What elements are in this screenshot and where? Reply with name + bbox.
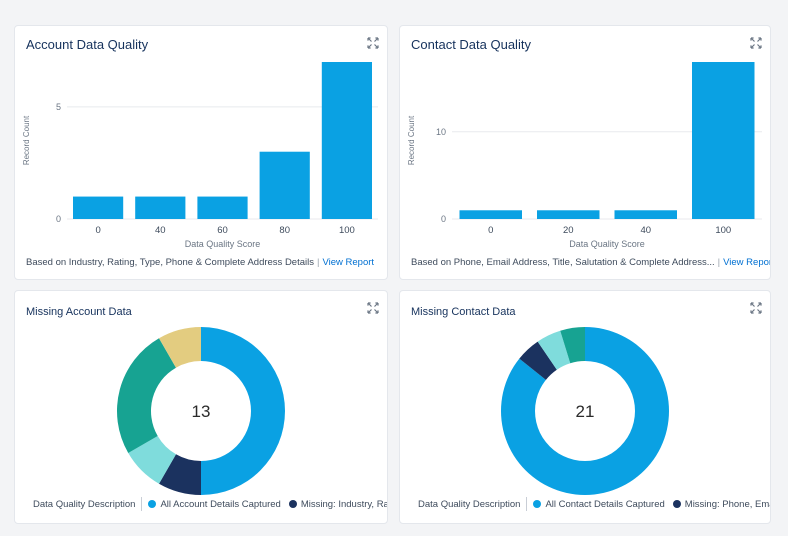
legend-title: Data Quality Description	[418, 498, 521, 510]
footnote-separator: |	[717, 257, 721, 268]
x-axis-label: Data Quality Score	[185, 239, 261, 249]
donut-slice	[201, 327, 285, 495]
legend-item[interactable]: Missing: Industry, Ra	[288, 498, 388, 510]
contact-quality-card: Contact Data Quality 0 10 Record Count 0 20 4…	[399, 25, 771, 280]
x-tick-label: 40	[640, 225, 651, 236]
chart-legend: Data Quality Description All Contact Det…	[418, 497, 771, 511]
y-tick-label: 0	[441, 214, 446, 224]
x-tick-label: 20	[563, 225, 574, 236]
legend-title: Data Quality Description	[33, 498, 136, 510]
bar	[259, 151, 310, 219]
donut-slice	[128, 436, 176, 484]
chart-legend: Data Quality Description All Account Det…	[33, 497, 388, 511]
footnote-separator: |	[316, 257, 320, 268]
expand-icon[interactable]	[750, 37, 762, 49]
card-title: Missing Contact Data	[411, 306, 516, 318]
bar	[73, 196, 124, 219]
expand-icon[interactable]	[750, 302, 762, 314]
legend-label: Missing: Phone, Ema	[684, 498, 771, 510]
card-title: Missing Account Data	[26, 306, 132, 318]
missing-contact-card: Missing Contact Data 21 Data Quality Des…	[399, 290, 771, 524]
donut-slice	[159, 327, 201, 368]
footnote-text: Based on Phone, Email Address, Title, Sa…	[411, 257, 715, 268]
expand-icon[interactable]	[367, 302, 379, 314]
y-axis-label: Record Count	[22, 115, 31, 165]
bar	[197, 196, 248, 219]
footnote-text: Based on Industry, Rating, Type, Phone &…	[26, 257, 314, 268]
missing-contact-donut-chart: 21	[501, 327, 669, 495]
y-tick-label: 5	[56, 102, 61, 112]
x-tick-label: 60	[217, 225, 228, 236]
legend-separator	[526, 497, 528, 511]
contact-quality-bar-chart: 0 10 Record Count 0 20 40 100 Data Quality Scor…	[407, 62, 762, 249]
account-quality-bar-chart: 0 5 Record Count 0 40 60 80 100 Data Quality Sco…	[22, 62, 378, 249]
bar	[135, 196, 186, 219]
legend-item[interactable]: All Account Details Captured	[148, 498, 281, 510]
x-axis-label: Data Quality Score	[569, 239, 645, 249]
view-report-link[interactable]: View Report	[723, 257, 771, 268]
donut-slice	[537, 330, 571, 370]
x-tick-label: 100	[715, 225, 731, 236]
card-title: Account Data Quality	[26, 37, 149, 52]
legend-label: Missing: Industry, Ra	[300, 498, 388, 510]
legend-swatch	[672, 500, 681, 508]
view-report-link[interactable]: View Report	[322, 257, 375, 268]
donut-slice	[159, 454, 201, 495]
x-tick-label: 0	[488, 225, 493, 236]
donut-center-value: 21	[576, 402, 595, 421]
missing-account-donut-chart: 13	[117, 327, 285, 495]
bar	[459, 210, 522, 219]
bar	[692, 62, 755, 219]
legend-label: All Account Details Captured	[160, 498, 281, 510]
legend-swatch	[148, 500, 157, 508]
y-tick-label: 0	[56, 214, 61, 224]
donut-slice	[519, 341, 557, 380]
account-quality-card: Account Data Quality 0 5 Record Count 0 40 60…	[14, 25, 388, 280]
expand-icon[interactable]	[367, 37, 379, 49]
x-tick-label: 0	[95, 225, 100, 236]
missing-account-card: Missing Account Data 13 Data Quality Des…	[14, 290, 388, 524]
bar	[537, 210, 600, 219]
bar	[614, 210, 677, 219]
legend-separator	[141, 497, 143, 511]
legend-swatch	[288, 500, 297, 508]
donut-slice	[117, 338, 176, 453]
legend-item[interactable]: All Contact Details Captured	[533, 498, 665, 510]
legend-item[interactable]: Missing: Phone, Ema	[672, 498, 771, 510]
y-tick-label: 10	[436, 127, 446, 137]
card-footnote: Based on Industry, Rating, Type, Phone &…	[26, 257, 374, 268]
legend-label: All Contact Details Captured	[545, 498, 665, 510]
y-axis-label: Record Count	[407, 115, 416, 165]
x-tick-label: 40	[155, 225, 166, 236]
donut-slice	[560, 327, 585, 364]
donut-center-value: 13	[192, 402, 211, 421]
x-tick-label: 100	[339, 225, 355, 236]
x-tick-label: 80	[279, 225, 290, 236]
legend-swatch	[533, 500, 542, 508]
donut-slice	[501, 327, 669, 495]
bar	[321, 62, 372, 219]
card-title: Contact Data Quality	[411, 37, 531, 52]
card-footnote: Based on Phone, Email Address, Title, Sa…	[411, 257, 771, 268]
